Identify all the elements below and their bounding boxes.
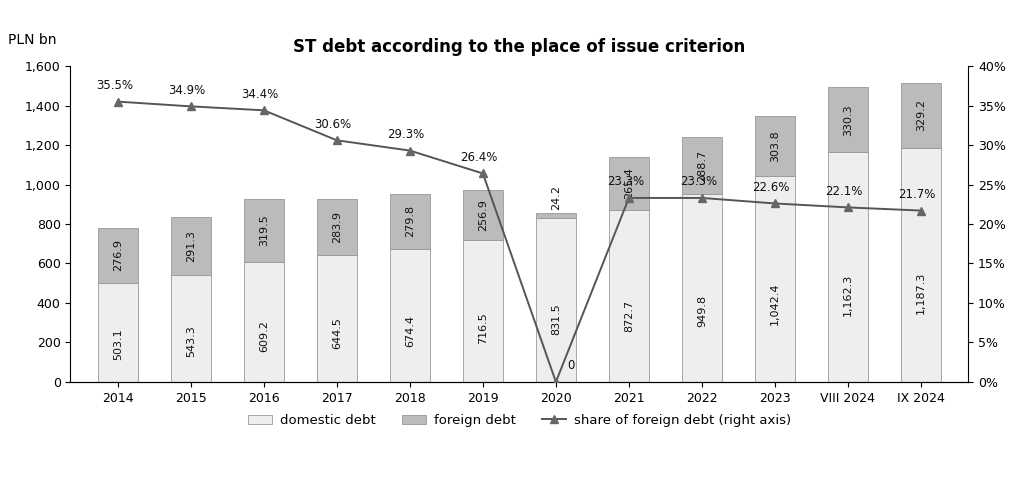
Bar: [901, 148, 941, 382]
Bar: [390, 249, 430, 382]
Text: 29.3%: 29.3%: [388, 128, 425, 141]
Text: 288.7: 288.7: [697, 150, 707, 182]
Text: 330.3: 330.3: [843, 104, 853, 136]
Bar: [609, 157, 649, 209]
Bar: [828, 152, 868, 382]
Text: 503.1: 503.1: [113, 328, 123, 360]
Bar: [171, 275, 211, 382]
Text: 23.3%: 23.3%: [680, 175, 717, 188]
Text: 303.8: 303.8: [770, 131, 780, 162]
Text: 831.5: 831.5: [551, 304, 561, 336]
Bar: [901, 83, 941, 148]
Text: 22.6%: 22.6%: [752, 181, 790, 194]
Text: 34.4%: 34.4%: [242, 88, 279, 101]
Text: 674.4: 674.4: [405, 315, 415, 347]
Bar: [317, 199, 357, 255]
Text: 949.8: 949.8: [697, 295, 707, 327]
Bar: [682, 137, 722, 194]
Text: 543.3: 543.3: [186, 325, 196, 357]
Bar: [317, 255, 357, 382]
Text: 283.9: 283.9: [332, 211, 342, 243]
Text: 872.7: 872.7: [624, 300, 634, 333]
Text: 1,162.3: 1,162.3: [843, 274, 853, 316]
Bar: [463, 241, 503, 382]
Text: 1,187.3: 1,187.3: [916, 272, 926, 314]
Text: 276.9: 276.9: [113, 239, 123, 271]
Bar: [609, 209, 649, 382]
Text: 1,042.4: 1,042.4: [770, 282, 780, 325]
Text: 34.9%: 34.9%: [168, 84, 206, 97]
Bar: [682, 194, 722, 382]
Bar: [98, 228, 138, 282]
Bar: [244, 199, 284, 262]
Bar: [755, 176, 795, 382]
Text: 0: 0: [567, 359, 574, 373]
Bar: [755, 116, 795, 176]
Bar: [828, 87, 868, 152]
Legend: domestic debt, foreign debt, share of foreign debt (right axis): domestic debt, foreign debt, share of fo…: [243, 409, 796, 432]
Text: 319.5: 319.5: [259, 214, 269, 246]
Text: 23.3%: 23.3%: [606, 175, 644, 188]
Text: 265.4: 265.4: [624, 168, 634, 199]
Text: 279.8: 279.8: [405, 205, 415, 237]
Bar: [463, 190, 503, 241]
Text: 30.6%: 30.6%: [314, 118, 352, 131]
Title: ST debt according to the place of issue criterion: ST debt according to the place of issue …: [293, 38, 745, 56]
Text: 716.5: 716.5: [478, 312, 488, 344]
Text: 21.7%: 21.7%: [898, 188, 936, 201]
Text: 24.2: 24.2: [551, 185, 561, 210]
Text: 609.2: 609.2: [259, 320, 269, 352]
Text: 329.2: 329.2: [916, 99, 926, 131]
Text: 22.1%: 22.1%: [826, 185, 863, 198]
Bar: [98, 282, 138, 382]
Bar: [536, 213, 576, 218]
Bar: [536, 218, 576, 382]
Bar: [171, 217, 211, 275]
Text: PLN bn: PLN bn: [7, 33, 56, 47]
Text: 256.9: 256.9: [478, 199, 488, 231]
Bar: [390, 193, 430, 249]
Text: 291.3: 291.3: [186, 230, 196, 262]
Text: 26.4%: 26.4%: [460, 151, 498, 164]
Text: 644.5: 644.5: [332, 318, 342, 350]
Bar: [244, 262, 284, 382]
Text: 35.5%: 35.5%: [96, 79, 133, 92]
